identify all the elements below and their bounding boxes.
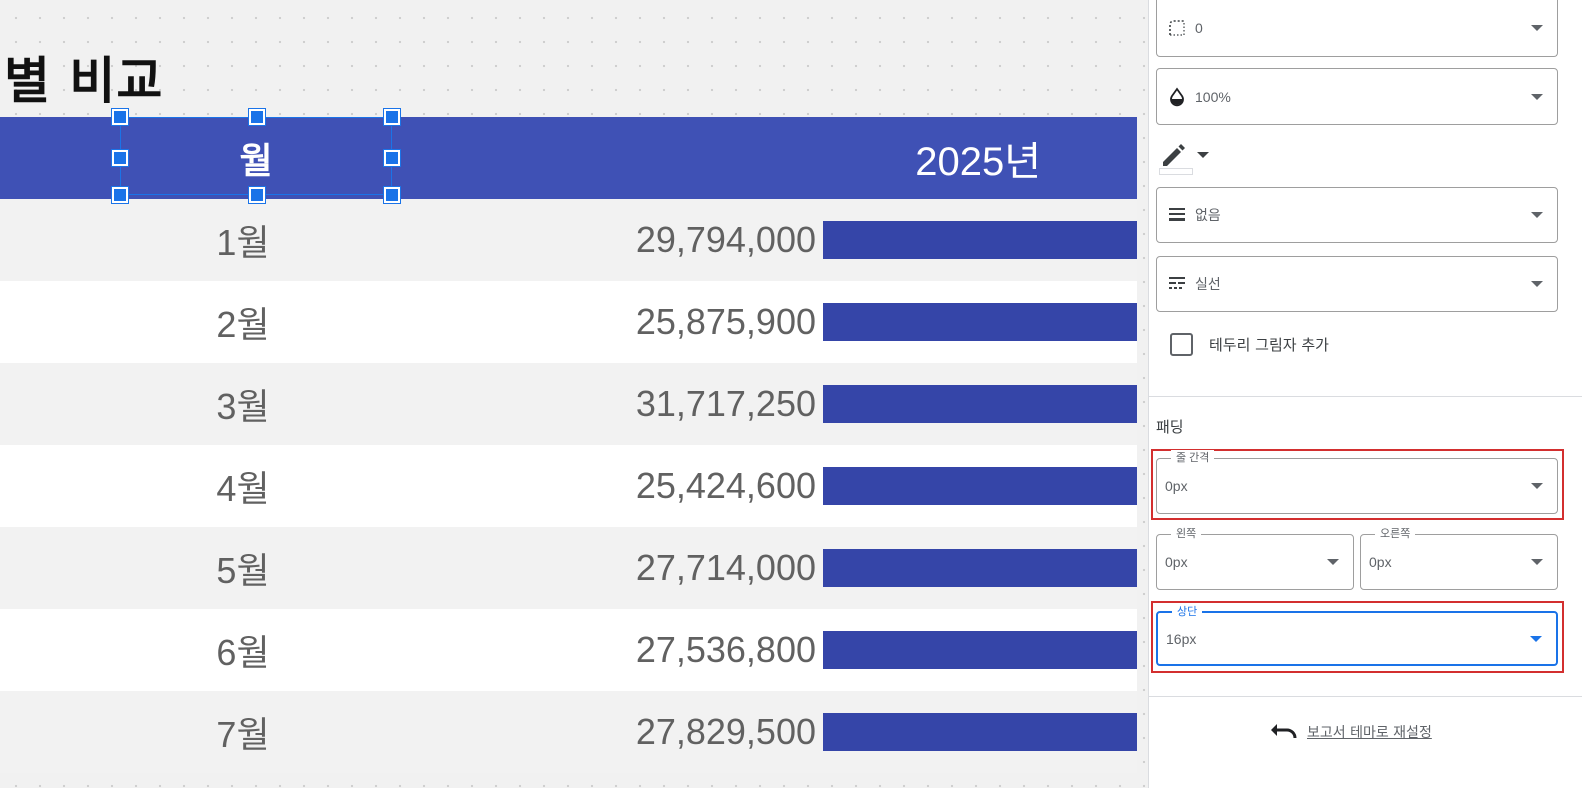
padding-top-label: 상단	[1172, 604, 1203, 620]
value-bar	[823, 303, 1137, 341]
shadow-checkbox[interactable]	[1170, 333, 1193, 356]
table-row: 7월 27,829,500	[0, 691, 1137, 773]
month-cell: 2월	[216, 304, 270, 345]
month-cell: 4월	[216, 468, 270, 509]
padding-section-label: 패딩	[1156, 418, 1184, 436]
table-header: 월 2025년	[0, 117, 1137, 199]
table-row: 2월 25,875,900	[0, 281, 1137, 363]
opacity-select[interactable]: 100%	[1156, 68, 1558, 125]
month-cell: 6월	[216, 632, 270, 673]
padding-left-label: 왼쪽	[1171, 526, 1202, 542]
line-spacing-value: 0px	[1165, 478, 1188, 494]
border-radius-select[interactable]: 0	[1156, 0, 1558, 57]
border-weight-select[interactable]: 없음	[1156, 187, 1558, 243]
value-bar	[823, 221, 1137, 259]
chevron-down-icon	[1531, 212, 1543, 218]
highlight-box	[1151, 601, 1564, 673]
value-cell: 27,714,000	[635, 547, 816, 588]
opacity-value: 100%	[1195, 88, 1231, 105]
value-cell: 25,875,900	[635, 301, 816, 342]
shadow-checkbox-label[interactable]: 테두리 그림자 추가	[1209, 336, 1329, 354]
border-radius-value: 0	[1195, 20, 1203, 36]
padding-right-label: 오른쪽	[1375, 526, 1416, 542]
style-panel: 0 100% 없음 실선 테두리 그림자 추가 패딩 줄 간격	[1148, 0, 1582, 788]
chevron-down-icon	[1531, 93, 1543, 100]
section-divider	[1149, 696, 1582, 697]
reset-theme-button[interactable]: 보고서 테마로 재설정	[1269, 720, 1432, 744]
padding-right-select[interactable]: 오른쪽 0px	[1360, 526, 1558, 590]
table-row: 4월 25,424,600	[0, 445, 1137, 527]
table-row: 5월 27,714,000	[0, 527, 1137, 609]
pencil-color-icon	[1159, 140, 1189, 172]
line-spacing-label: 줄 간격	[1171, 450, 1215, 466]
value-bar	[823, 713, 1137, 751]
line-style-icon	[1167, 274, 1187, 294]
color-swatch	[1159, 168, 1193, 175]
month-cell: 1월	[216, 222, 270, 263]
report-title[interactable]: 별 비교	[4, 52, 164, 110]
chevron-down-icon	[1531, 559, 1543, 565]
value-cell: 27,829,500	[635, 711, 816, 752]
border-style-select[interactable]: 실선	[1156, 256, 1558, 312]
padding-right-value: 0px	[1369, 554, 1392, 570]
value-cell: 25,424,600	[635, 465, 816, 506]
border-color-picker[interactable]	[1159, 138, 1215, 178]
border-weight-value: 없음	[1195, 207, 1221, 223]
value-cell: 31,717,250	[635, 383, 816, 424]
table-row: 3월 31,717,250	[0, 363, 1137, 445]
chevron-down-icon	[1530, 635, 1542, 642]
value-bar	[823, 385, 1137, 423]
border-style-value: 실선	[1195, 276, 1221, 292]
chevron-down-icon	[1531, 483, 1543, 489]
value-bar	[823, 631, 1137, 669]
month-cell: 3월	[216, 386, 270, 427]
padding-top-select[interactable]: 상단 16px	[1156, 604, 1558, 666]
section-divider	[1149, 396, 1582, 397]
chevron-down-icon	[1531, 281, 1543, 287]
padding-left-value: 0px	[1165, 554, 1188, 570]
header-year[interactable]: 2025년	[915, 140, 1041, 184]
value-bar	[823, 549, 1137, 587]
month-cell: 7월	[216, 714, 270, 755]
line-weight-icon	[1167, 205, 1187, 225]
line-spacing-select[interactable]: 줄 간격 0px	[1156, 450, 1558, 514]
value-cell: 27,536,800	[635, 629, 816, 670]
report-canvas[interactable]: 별 비교 월 2025년 1월 29,794,000 2월 25,875,900…	[0, 0, 1148, 788]
header-month[interactable]: 월	[239, 141, 273, 182]
value-bar	[823, 467, 1137, 505]
chevron-down-icon	[1327, 559, 1339, 565]
corner-radius-icon	[1167, 18, 1187, 38]
highlight-box	[1151, 449, 1564, 520]
padding-left-select[interactable]: 왼쪽 0px	[1156, 526, 1354, 590]
value-cell: 29,794,000	[635, 219, 816, 260]
data-table[interactable]: 월 2025년 1월 29,794,000 2월 25,875,900 3월 3…	[0, 117, 1137, 773]
chevron-down-icon	[1531, 25, 1543, 31]
month-cell: 5월	[216, 550, 270, 591]
reset-theme-label[interactable]: 보고서 테마로 재설정	[1307, 725, 1432, 741]
padding-top-value: 16px	[1166, 630, 1197, 647]
table-row: 6월 27,536,800	[0, 609, 1137, 691]
undo-icon	[1269, 720, 1299, 744]
caret-down-icon	[1197, 152, 1209, 158]
table-row: 1월 29,794,000	[0, 199, 1137, 281]
opacity-drop-icon	[1167, 86, 1187, 107]
